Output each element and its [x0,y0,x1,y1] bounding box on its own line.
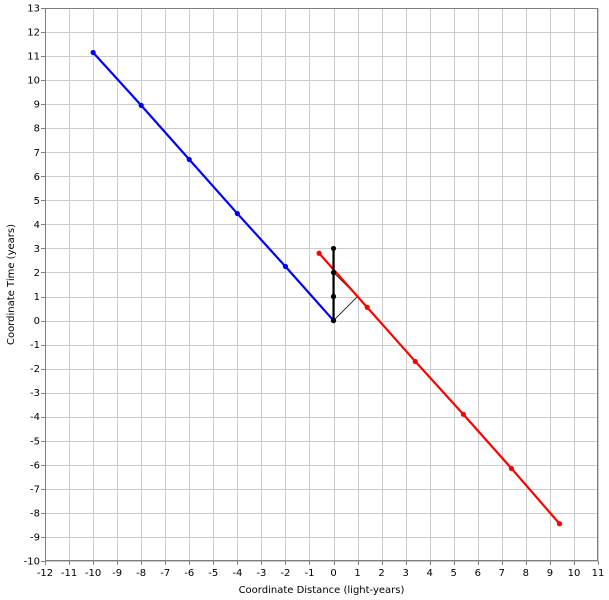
x-tick-label: 8 [523,568,529,579]
y-tick-label: -7 [30,484,40,495]
y-tick-label: 5 [34,196,40,207]
data-point [460,411,466,417]
y-tick-label: -5 [30,436,40,447]
x-axis-title: Coordinate Distance (light-years) [239,585,405,596]
y-axis-title: Coordinate Time (years) [6,224,17,345]
data-series [90,49,563,527]
data-point [234,210,240,217]
y-tick-label: 9 [34,100,40,111]
y-tick-label: 10 [27,76,40,87]
data-point [556,521,563,527]
x-tick-label: -6 [184,568,194,579]
x-tick-label: -5 [208,568,218,579]
y-tick-label: 3 [34,244,40,255]
data-point [364,304,370,310]
y-tick-label: -9 [30,532,40,543]
data-point [330,317,337,324]
series-2 [330,245,337,324]
data-point [330,293,337,300]
x-tick-labels: -12 -11 -10 -9 -8 -7 -6 -5 -4 -3 -2 -1 0 1 2 3 4 5 6 7 8 9 10 1… [37,561,605,579]
y-tick-label: -10 [24,557,40,568]
x-tick-label: 11 [592,568,605,579]
x-tick-label: 5 [451,568,457,579]
y-tick-label: 0 [34,316,40,327]
y-tick-label: 13 [27,4,40,15]
y-tick-label: -1 [30,340,40,351]
light-ray-segment [333,296,358,321]
x-tick-label: -9 [112,568,122,579]
data-point [330,245,337,252]
x-tick-label: -12 [37,568,53,579]
y-tick-label: -4 [30,412,40,423]
x-tick-label: -2 [280,568,290,579]
x-tick-label: -7 [160,568,170,579]
x-tick-label: 4 [427,568,433,579]
series-1 [316,250,563,527]
y-tick-label: 11 [27,52,40,63]
x-tick-label: 7 [499,568,505,579]
x-tick-label: 9 [547,568,553,579]
x-tick-label: 10 [568,568,581,579]
data-point [508,465,515,472]
plot-frame [45,8,598,561]
series-line [92,51,335,322]
data-point [186,156,192,163]
y-tick-label: 8 [34,124,40,135]
x-tick-label: -10 [85,568,101,579]
series-line [318,252,561,525]
x-tick-label: 6 [475,568,481,579]
x-tick-label: -1 [304,568,314,579]
data-point [90,49,96,56]
y-tick-label: 12 [27,28,40,39]
x-tick-label: -3 [256,568,266,579]
data-point [412,358,418,365]
data-point [138,102,144,108]
data-point [316,250,322,256]
y-tick-label: -2 [30,364,40,375]
x-tick-label: 0 [330,568,336,579]
grid [45,8,599,562]
x-tick-label: 1 [354,568,360,579]
y-tick-label: -8 [30,508,40,519]
data-point [330,269,337,276]
x-tick-label: -4 [232,568,242,579]
data-point [282,263,289,270]
y-tick-label: -3 [30,388,40,399]
x-tick-label: 3 [402,568,408,579]
x-tick-label: -8 [136,568,146,579]
x-tick-label: 2 [378,568,384,579]
y-tick-label: -6 [30,460,40,471]
y-tick-label: 6 [34,172,40,183]
y-tick-label: 7 [34,148,40,159]
y-tick-label: 1 [34,292,40,303]
y-tick-label: 4 [34,220,40,231]
x-tick-label: -11 [61,568,77,579]
y-tick-label: 2 [34,268,40,279]
